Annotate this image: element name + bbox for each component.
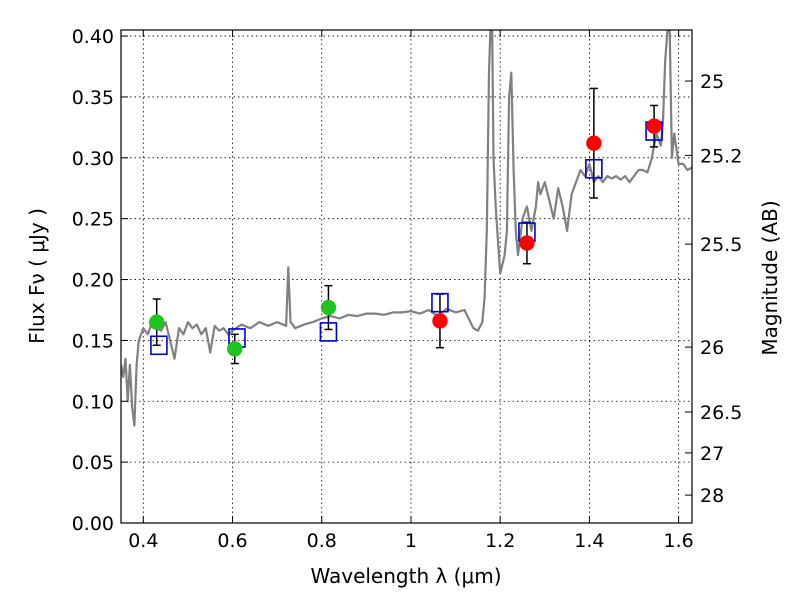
x-tick-label: 1 bbox=[405, 530, 417, 552]
data-point bbox=[320, 299, 337, 316]
model-box bbox=[431, 292, 449, 313]
y-tick-label: 0.15 bbox=[72, 330, 114, 352]
y-tick-label: 0.05 bbox=[72, 452, 114, 474]
model-box bbox=[585, 158, 603, 179]
x-axis-label: Wavelength λ (μm) bbox=[310, 564, 501, 588]
y-tick-label: 0.25 bbox=[72, 209, 114, 231]
model-box bbox=[319, 322, 338, 342]
x-tick-label: 0.6 bbox=[217, 530, 247, 552]
y-tick-label: 0.10 bbox=[72, 391, 114, 413]
y-tick-label: 0.40 bbox=[72, 26, 114, 48]
plot-frame bbox=[120, 29, 693, 524]
right-tick-label: 26.5 bbox=[700, 402, 742, 424]
right-tick-label: 25 bbox=[700, 71, 724, 93]
right-tick-label: 26 bbox=[700, 337, 724, 359]
data-point bbox=[227, 341, 243, 357]
right-tick-label: 25.5 bbox=[700, 234, 742, 256]
data-point bbox=[519, 235, 535, 251]
y-tick-label: 0.35 bbox=[72, 87, 114, 109]
x-tick-label: 1.6 bbox=[664, 530, 694, 552]
data-point bbox=[432, 313, 448, 329]
spectrum-line bbox=[121, 30, 692, 427]
y-axis-label: Flux Fν ( μJy ) bbox=[25, 208, 49, 344]
y-tick-label: 0.30 bbox=[72, 148, 114, 170]
right-tick-label: 27 bbox=[700, 443, 724, 465]
x-tick-label: 0.8 bbox=[307, 530, 337, 552]
points-layer bbox=[148, 87, 663, 365]
x-tick-label: 0.4 bbox=[128, 530, 158, 552]
model-box bbox=[150, 335, 168, 356]
right-tick-label: 28 bbox=[700, 485, 724, 507]
y-tick-label: 0.20 bbox=[72, 270, 114, 292]
data-point bbox=[646, 118, 662, 134]
ticks-layer: 0.4 0.6 0.8 1 1.2 1.4 1.6 0.00 0.05 0.10 0.15 0.20 0… bbox=[72, 26, 743, 552]
x-tick-label: 1.4 bbox=[574, 530, 604, 552]
right-axis-label: Magnitude (AB) bbox=[758, 200, 782, 355]
data-point bbox=[148, 314, 165, 330]
right-tick-label: 25.2 bbox=[700, 145, 742, 167]
data-point bbox=[586, 135, 602, 151]
y-tick-label: 0.00 bbox=[72, 513, 114, 535]
grid bbox=[121, 30, 692, 524]
x-tick-label: 1.2 bbox=[485, 530, 515, 552]
spectrum-layer bbox=[121, 30, 692, 427]
